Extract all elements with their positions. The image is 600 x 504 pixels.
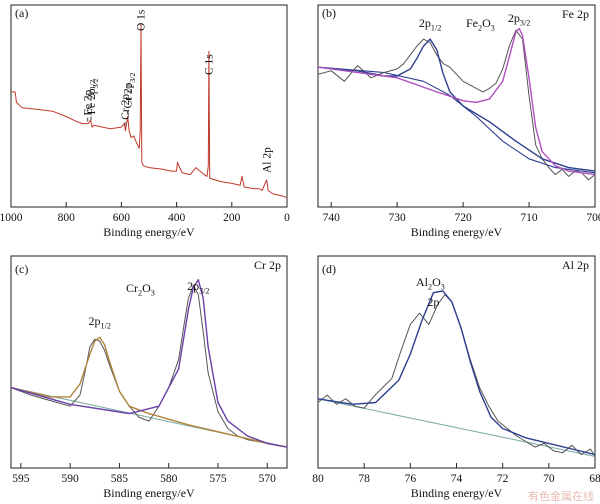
peak-annotation: Cr 2p1/2 — [120, 84, 134, 120]
series-line-fit-2p — [318, 290, 595, 456]
peak-label: 2p — [427, 295, 439, 309]
plot-frame — [10, 255, 288, 469]
peak-annotation: Fe 2p3/2 — [86, 78, 100, 114]
x-tick-label: 70 — [543, 473, 555, 485]
peak-annotation: Al 2p — [262, 147, 274, 173]
plot-frame — [317, 255, 596, 469]
compound-label: Al2O3 — [416, 275, 445, 292]
series-line-fit-2p1-2 — [318, 38, 595, 172]
x-tick-label: 585 — [111, 473, 129, 485]
panel-title: Al 2p — [562, 258, 589, 272]
x-tick-label: 78 — [358, 473, 370, 485]
x-tick-label: 730 — [389, 212, 407, 224]
panel-label: (b) — [322, 6, 336, 20]
x-tick-label: 740 — [323, 212, 341, 224]
chart-panel-2: (b) Fe 2p 740 730 720 710 700 Binding energy/eV… — [317, 4, 600, 239]
panel-label: (a) — [15, 6, 28, 20]
series-group — [318, 290, 595, 457]
series-line-raw — [11, 284, 287, 448]
chart-panel-1: (a) 1000 800 600 400 200 0 Binding energy/eV Fe … — [0, 4, 290, 239]
x-tick-label: 590 — [62, 473, 80, 485]
x-tick-label: 80 — [312, 473, 324, 485]
peak-annotation: O 1s — [135, 9, 147, 31]
compound-label: Cr2O3 — [126, 281, 155, 298]
peak-annotation: Fe 2p1/2 — [83, 80, 97, 116]
x-tick-label: 200 — [223, 212, 241, 224]
peak-label: 2p3/2 — [187, 279, 209, 295]
series-line-fit-2p1-2 — [11, 336, 287, 448]
peak-label: 2p1/2 — [419, 16, 441, 32]
peak-label: 2p3/2 — [508, 11, 530, 27]
panel-title: Cr 2p — [254, 258, 281, 272]
series-group — [11, 279, 287, 448]
series-line-baseline — [318, 66, 595, 174]
chart-panel-3: (c) Cr 2p 595 590 585 580 575 570 Binding energy… — [10, 255, 288, 500]
x-tick-label: 400 — [168, 212, 186, 224]
peak-annotation: C 1s — [203, 54, 215, 75]
series-line-fit-2p3-2 — [318, 27, 595, 176]
x-tick-label: 68 — [589, 473, 600, 485]
x-tick-label: 800 — [58, 212, 76, 224]
x-axis-label: Binding energy/eV — [411, 486, 503, 500]
x-tick-label: 0 — [284, 212, 290, 224]
series-line-fit-2p3-2 — [11, 279, 287, 448]
series-group — [11, 24, 287, 198]
x-tick-label: 710 — [520, 212, 538, 224]
x-tick-label: 700 — [586, 212, 600, 224]
x-tick-label: 570 — [259, 473, 277, 485]
x-tick-label: 595 — [12, 473, 30, 485]
x-tick-label: 74 — [451, 473, 463, 485]
x-tick-label: 720 — [454, 212, 472, 224]
series-line-data — [11, 24, 287, 198]
watermark-text: 有色金属在线 — [528, 489, 594, 503]
panel-label: (d) — [322, 262, 336, 276]
peak-label: 2p1/2 — [88, 314, 110, 330]
x-tick-label: 600 — [113, 212, 131, 224]
x-tick-label: 1000 — [0, 212, 23, 224]
peak-annotation: Cr 2p3/2 — [123, 73, 137, 109]
series-line-raw — [318, 294, 595, 457]
panel-title: Fe 2p — [562, 7, 589, 21]
plot-frame — [10, 4, 288, 208]
x-tick-label: 580 — [160, 473, 178, 485]
x-axis-label: Binding energy/eV — [411, 225, 503, 239]
series-line-raw — [318, 29, 595, 181]
x-axis-label: Binding energy/eV — [103, 225, 195, 239]
compound-label: Fe2O3 — [466, 16, 495, 33]
plot-frame — [317, 4, 596, 208]
x-axis-label: Binding energy/eV — [103, 486, 195, 500]
series-group — [318, 27, 595, 181]
x-tick-label: 575 — [209, 473, 227, 485]
chart-panel-4: (d) Al 2p 80 78 76 74 72 70 68 Binding energy/eV A… — [312, 255, 600, 500]
panel-label: (c) — [15, 262, 28, 276]
x-tick-label: 72 — [497, 473, 509, 485]
x-tick-label: 76 — [405, 473, 417, 485]
